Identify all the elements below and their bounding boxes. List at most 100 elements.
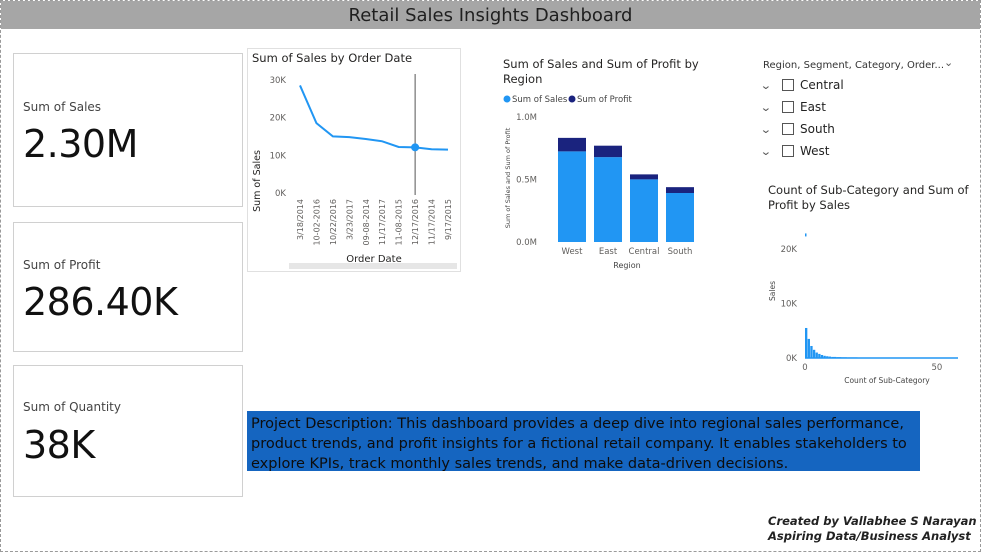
line-chart-scrollbar[interactable] [289,263,457,269]
bar-chart-xlabel: Region [613,261,640,270]
kpi-label-quantity: Sum of Quantity [23,400,121,414]
dashboard-title: Retail Sales Insights Dashboard [348,4,633,26]
kpi-card-sales[interactable]: Sum of Sales 2.30M [13,53,243,207]
kpi-value-sales: 2.30M [23,122,138,166]
line-chart-xtick: 3/18/2014 [296,199,305,240]
histogram-bar[interactable] [828,356,832,358]
line-chart-xtick: 3/23/2017 [345,199,354,240]
bar-chart-title-line1: Sum of Sales and Sum of Profit by [503,57,699,71]
bar-profit-central[interactable] [630,174,658,180]
kpi-card-quantity[interactable]: Sum of Quantity 38K [13,365,243,497]
bar-chart-xtick: East [599,247,618,257]
line-chart: Sum of Sales by Order Date Sum of Sales … [252,51,457,269]
credit-role: Aspiring Data/Business Analyst [768,529,971,543]
line-chart-ytick: 30K [270,76,287,86]
histogram-bar[interactable] [847,357,858,358]
credit-author: Created by Vallabhee S Narayan [768,514,977,528]
line-chart-series-line [299,85,449,151]
histogram-ytick: 10K [781,299,798,309]
legend-sales-label: Sum of Sales [512,95,568,105]
slicer-item-south[interactable]: ⌄ South [759,121,835,137]
histogram-ytick: 0K [786,354,797,364]
project-description: Project Description: This dashboard prov… [247,411,920,472]
histogram-outlier-point[interactable] [805,233,807,237]
bar-sales-west[interactable] [558,151,586,242]
line-chart-ytick: 10K [270,151,287,161]
histogram-xlabel: Count of Sub-Category [844,376,930,385]
line-chart-highlight-point[interactable] [411,143,420,152]
line-chart-visual[interactable]: Sum of Sales by Order Date Sum of Sales … [247,48,461,272]
slicer-item-label: East [800,100,826,114]
bar-sales-east[interactable] [594,157,622,242]
slicer-item-label: South [800,122,835,136]
slicer-item-east[interactable]: ⌄ East [759,99,826,115]
kpi-value-profit: 286.40K [23,280,178,324]
line-chart-xtick: 12/17/2016 [411,199,420,245]
slicer-checkbox[interactable] [782,79,794,91]
line-chart-ytick: 0K [275,189,286,199]
slicer-checkbox[interactable] [782,145,794,157]
histogram-xtick: 50 [931,363,942,373]
bar-chart-ytick: 0.0M [516,238,537,248]
line-chart-xtick: 11/17/2014 [428,199,437,245]
bar-chart-title-line2: Region [503,72,542,86]
slicer-item-label: Central [800,78,844,92]
bar-chart-ytick: 0.5M [516,176,537,186]
expand-chevron-icon[interactable]: ⌄ [759,78,772,92]
slicer-checkbox[interactable] [782,101,794,113]
histogram-bar[interactable] [805,327,808,358]
expand-chevron-icon[interactable]: ⌄ [759,100,772,114]
histogram-ylabel: Sales [768,281,777,301]
bar-chart-ytick: 1.0M [516,113,537,123]
histogram-bar[interactable] [823,355,826,358]
line-chart-xtick: 11/17/2017 [378,199,387,245]
legend-sales-swatch [503,95,511,103]
line-chart-xtick: 11-08-2015 [395,199,404,246]
slicer-item-west[interactable]: ⌄ West [759,143,830,159]
histogram-bar[interactable] [815,352,818,358]
line-chart-xtick: 9/17/2015 [444,199,453,240]
kpi-label-sales: Sum of Sales [23,100,102,114]
bar-sales-central[interactable] [630,179,658,242]
legend-profit-swatch [568,95,576,103]
histogram-bar[interactable] [807,338,810,358]
kpi-value-quantity: 38K [23,423,95,467]
histogram-xtick: 0 [802,363,807,373]
bar-profit-west[interactable] [558,137,586,152]
histogram-bar[interactable] [841,357,847,358]
slicer-checkbox[interactable] [782,123,794,135]
bar-chart-xtick: South [668,247,693,257]
line-chart-xlabel: Order Date [346,254,402,265]
histogram-bar[interactable] [836,357,842,358]
bar-sales-south[interactable] [666,193,694,242]
legend-profit-label: Sum of Profit [577,95,632,105]
bar-chart-visual[interactable]: Sum of Sales and Sum of Profit by Region… [500,52,710,272]
slicer-item-label: West [800,144,830,158]
histogram-title-line1: Count of Sub-Category and Sum of [768,183,970,197]
histogram-bar[interactable] [810,345,813,358]
histogram-bar[interactable] [826,356,829,358]
slicer-header: Region, Segment, Category, Order... [763,60,945,71]
line-chart-xtick: 09-08-2014 [362,199,371,246]
histogram-bar[interactable] [831,356,837,358]
histogram-bar[interactable] [820,354,824,358]
bar-profit-south[interactable] [666,187,694,193]
slicer-chevron-down-icon[interactable]: ⌄ [944,56,954,69]
expand-chevron-icon[interactable]: ⌄ [759,122,772,136]
expand-chevron-icon[interactable]: ⌄ [759,144,772,158]
bar-profit-east[interactable] [594,145,622,158]
line-chart-xtick: 10/22/2016 [329,199,338,245]
histogram-bar[interactable] [818,353,821,358]
bar-chart: Sum of Sales and Sum of Profit by Region… [503,57,699,270]
line-chart-title: Sum of Sales by Order Date [252,51,412,65]
line-chart-ylabel: Sum of Sales [252,150,263,212]
bar-chart-ylabel: Sum of Sales and Sum of Profit [504,127,512,228]
slicer-item-central[interactable]: ⌄ Central [759,77,844,93]
kpi-card-profit[interactable]: Sum of Profit 286.40K [13,222,243,352]
histogram-visual[interactable]: Count of Sub-Category and Sum of Profit … [762,180,972,390]
bar-chart-xtick: West [562,247,584,257]
line-chart-ytick: 20K [270,114,287,124]
bar-chart-xtick: Central [629,247,660,257]
histogram-ytick: 20K [781,245,798,255]
histogram-bar[interactable] [812,349,816,358]
